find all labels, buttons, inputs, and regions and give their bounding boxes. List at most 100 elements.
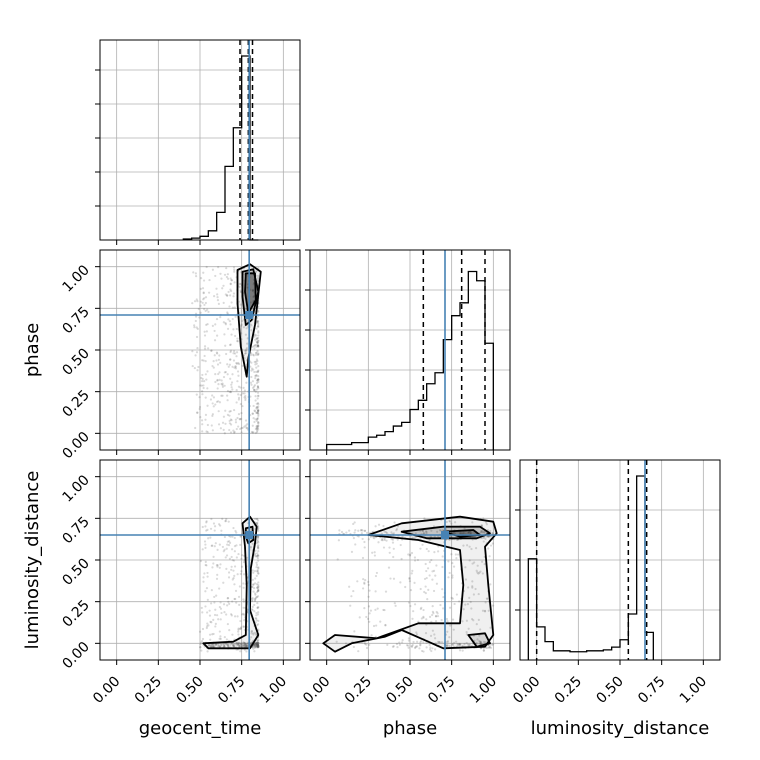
sample-point [228,305,231,308]
sample-point [434,615,438,618]
sample-point [243,643,246,647]
sample-point [367,595,370,598]
sample-point [488,646,491,649]
sample-point [382,608,385,612]
sample-point [257,585,260,589]
sample-point [256,341,259,344]
sample-point [226,373,229,376]
sample-point [257,377,260,381]
sample-point [478,571,481,574]
sample-point [488,555,491,558]
sample-point [448,538,451,541]
sample-point [200,277,203,280]
sample-point [256,344,260,347]
x-tick-label: 1.00 [257,674,290,707]
sample-point [204,605,207,608]
sample-point [491,643,494,646]
x-tick-label: 0.00 [510,674,543,707]
sample-point [254,641,257,645]
sample-point [361,556,365,560]
sample-point [250,361,253,364]
sample-point [253,409,256,412]
sample-point [256,429,259,432]
sample-point [235,531,238,534]
sample-point [255,646,258,649]
sample-point [410,645,413,648]
sample-point [236,573,239,576]
sample-point [256,644,259,648]
sample-point [473,561,476,564]
sample-point [254,549,257,552]
sample-point [194,426,197,430]
sample-point [372,624,376,628]
sample-point [210,645,213,648]
sample-point [235,355,238,358]
sample-point [255,563,259,566]
sample-point [471,586,474,589]
sample-point [239,386,242,389]
sample-point [391,645,395,648]
sample-point [230,568,233,571]
sample-point [254,394,257,398]
sample-point [191,364,194,368]
sample-point [222,643,226,647]
sample-point [213,339,217,342]
sample-point [485,597,489,600]
sample-point [415,633,419,636]
sample-point [255,517,258,521]
sample-point [256,570,259,573]
x-tick-label: 0.00 [90,674,123,707]
sample-point [257,279,260,282]
sample-point [204,413,208,416]
sample-point [210,602,213,605]
sample-point [383,530,386,533]
sample-point [256,586,259,589]
sample-point [410,551,414,555]
sample-point [437,640,440,643]
sample-point [220,644,223,647]
sample-point [475,623,478,626]
sample-point [250,630,253,633]
sample-point [232,645,235,648]
sample-point [226,543,229,546]
sample-point [252,385,256,388]
sample-point [199,300,202,303]
sample-point [207,537,210,540]
sample-point [242,625,246,628]
sample-point [223,645,226,648]
sample-point [230,333,233,336]
sample-point [398,643,401,646]
sample-point [390,538,393,541]
sample-point [477,618,480,621]
sample-point [385,531,389,535]
sample-point [368,589,371,592]
scatter-panel-geocent_time-phase: 0.00 0.25 0.50 0.75 1.00 [59,249,301,462]
sample-point [462,531,465,534]
sample-point [244,424,247,427]
sample-point [229,431,233,434]
sample-point [242,600,245,603]
sample-point [255,614,258,617]
sample-point [253,599,257,602]
sample-point [426,567,430,570]
sample-point [215,614,219,617]
sample-point [453,641,456,644]
sample-point [257,547,260,550]
sample-point [203,334,207,337]
sample-point [475,641,478,645]
sample-point [434,574,437,577]
sample-point [452,565,456,568]
sample-point [445,617,448,621]
sample-point [256,589,259,593]
sample-point [479,628,482,631]
sample-point [242,606,245,609]
sample-point [255,642,259,645]
sample-point [216,565,219,568]
sample-point [451,618,455,621]
sample-point [199,641,203,644]
sample-point [399,581,402,584]
y-axis-label-phase: phase [22,323,43,377]
sample-point [229,377,232,380]
histogram-panel-geocent_time [95,39,301,245]
